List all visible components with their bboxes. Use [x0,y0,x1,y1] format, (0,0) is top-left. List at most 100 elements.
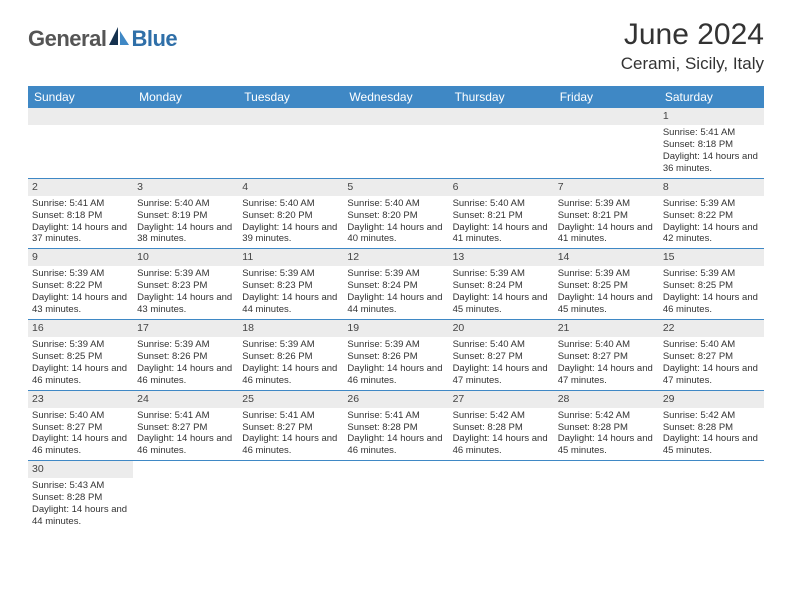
day-details: Sunrise: 5:39 AMSunset: 8:26 PMDaylight:… [343,337,448,390]
day-details: Sunrise: 5:41 AMSunset: 8:28 PMDaylight:… [343,408,448,461]
brand-logo: General Blue [28,26,177,52]
day-number: 23 [28,391,133,408]
day-number: 14 [554,249,659,266]
day-details: Sunrise: 5:39 AMSunset: 8:21 PMDaylight:… [554,196,659,249]
day-header: Thursday [449,86,554,108]
calendar-cell: 20Sunrise: 5:40 AMSunset: 8:27 PMDayligh… [449,319,554,390]
calendar-cell: 3Sunrise: 5:40 AMSunset: 8:19 PMDaylight… [133,178,238,249]
day-details: Sunrise: 5:41 AMSunset: 8:27 PMDaylight:… [238,408,343,461]
calendar-cell: 7Sunrise: 5:39 AMSunset: 8:21 PMDaylight… [554,178,659,249]
day-details: Sunrise: 5:41 AMSunset: 8:18 PMDaylight:… [659,125,764,178]
calendar-cell: 1Sunrise: 5:41 AMSunset: 8:18 PMDaylight… [659,108,764,178]
calendar-cell [449,108,554,178]
calendar-cell: 10Sunrise: 5:39 AMSunset: 8:23 PMDayligh… [133,249,238,320]
day-number: 18 [238,320,343,337]
calendar-cell: 28Sunrise: 5:42 AMSunset: 8:28 PMDayligh… [554,390,659,461]
day-number: 26 [343,391,448,408]
day-number: 10 [133,249,238,266]
calendar-head: SundayMondayTuesdayWednesdayThursdayFrid… [28,86,764,108]
calendar-cell [449,461,554,531]
day-header: Sunday [28,86,133,108]
day-number: 25 [238,391,343,408]
day-details: Sunrise: 5:42 AMSunset: 8:28 PMDaylight:… [554,408,659,461]
calendar-cell: 29Sunrise: 5:42 AMSunset: 8:28 PMDayligh… [659,390,764,461]
day-number: 9 [28,249,133,266]
brand-part1: General [28,26,106,52]
day-number: 24 [133,391,238,408]
day-number: 21 [554,320,659,337]
calendar-cell [238,108,343,178]
day-number: 17 [133,320,238,337]
day-number: 6 [449,179,554,196]
day-details: Sunrise: 5:39 AMSunset: 8:25 PMDaylight:… [659,266,764,319]
calendar-cell: 15Sunrise: 5:39 AMSunset: 8:25 PMDayligh… [659,249,764,320]
day-details: Sunrise: 5:40 AMSunset: 8:27 PMDaylight:… [659,337,764,390]
day-number [133,108,238,125]
calendar-row: 1Sunrise: 5:41 AMSunset: 8:18 PMDaylight… [28,108,764,178]
day-number: 1 [659,108,764,125]
day-number: 11 [238,249,343,266]
day-details: Sunrise: 5:39 AMSunset: 8:24 PMDaylight:… [449,266,554,319]
calendar-cell: 9Sunrise: 5:39 AMSunset: 8:22 PMDaylight… [28,249,133,320]
calendar-cell [659,461,764,531]
calendar-cell [554,461,659,531]
title-block: June 2024 Cerami, Sicily, Italy [621,18,764,74]
day-details: Sunrise: 5:41 AMSunset: 8:27 PMDaylight:… [133,408,238,461]
day-number: 13 [449,249,554,266]
day-details: Sunrise: 5:39 AMSunset: 8:25 PMDaylight:… [554,266,659,319]
day-number: 16 [28,320,133,337]
calendar-cell: 18Sunrise: 5:39 AMSunset: 8:26 PMDayligh… [238,319,343,390]
day-number: 7 [554,179,659,196]
brand-part2: Blue [131,26,177,52]
day-details: Sunrise: 5:39 AMSunset: 8:22 PMDaylight:… [28,266,133,319]
calendar-row: 23Sunrise: 5:40 AMSunset: 8:27 PMDayligh… [28,390,764,461]
calendar-body: 1Sunrise: 5:41 AMSunset: 8:18 PMDaylight… [28,108,764,531]
calendar-cell [343,461,448,531]
day-number: 3 [133,179,238,196]
calendar-cell: 12Sunrise: 5:39 AMSunset: 8:24 PMDayligh… [343,249,448,320]
calendar-cell [343,108,448,178]
day-details: Sunrise: 5:39 AMSunset: 8:26 PMDaylight:… [133,337,238,390]
day-details: Sunrise: 5:40 AMSunset: 8:19 PMDaylight:… [133,196,238,249]
calendar-cell [554,108,659,178]
calendar-cell: 23Sunrise: 5:40 AMSunset: 8:27 PMDayligh… [28,390,133,461]
day-header: Wednesday [343,86,448,108]
day-number: 27 [449,391,554,408]
day-header: Monday [133,86,238,108]
day-number: 29 [659,391,764,408]
day-details: Sunrise: 5:39 AMSunset: 8:23 PMDaylight:… [238,266,343,319]
calendar-table: SundayMondayTuesdayWednesdayThursdayFrid… [28,86,764,531]
day-header: Friday [554,86,659,108]
calendar-row: 9Sunrise: 5:39 AMSunset: 8:22 PMDaylight… [28,249,764,320]
day-details: Sunrise: 5:40 AMSunset: 8:27 PMDaylight:… [554,337,659,390]
day-number: 20 [449,320,554,337]
day-number: 22 [659,320,764,337]
day-details: Sunrise: 5:43 AMSunset: 8:28 PMDaylight:… [28,478,133,531]
calendar-cell: 21Sunrise: 5:40 AMSunset: 8:27 PMDayligh… [554,319,659,390]
day-number: 8 [659,179,764,196]
calendar-cell: 13Sunrise: 5:39 AMSunset: 8:24 PMDayligh… [449,249,554,320]
day-details: Sunrise: 5:39 AMSunset: 8:22 PMDaylight:… [659,196,764,249]
day-number [449,108,554,125]
day-details: Sunrise: 5:39 AMSunset: 8:23 PMDaylight:… [133,266,238,319]
header: General Blue June 2024 Cerami, Sicily, I… [0,0,792,80]
calendar-cell [238,461,343,531]
calendar-cell: 11Sunrise: 5:39 AMSunset: 8:23 PMDayligh… [238,249,343,320]
day-details: Sunrise: 5:40 AMSunset: 8:20 PMDaylight:… [238,196,343,249]
calendar-cell: 24Sunrise: 5:41 AMSunset: 8:27 PMDayligh… [133,390,238,461]
day-number: 12 [343,249,448,266]
calendar-cell [133,461,238,531]
calendar-row: 16Sunrise: 5:39 AMSunset: 8:25 PMDayligh… [28,319,764,390]
calendar-cell: 22Sunrise: 5:40 AMSunset: 8:27 PMDayligh… [659,319,764,390]
day-details: Sunrise: 5:39 AMSunset: 8:26 PMDaylight:… [238,337,343,390]
day-number: 4 [238,179,343,196]
sail-icon [109,27,129,45]
calendar-cell: 26Sunrise: 5:41 AMSunset: 8:28 PMDayligh… [343,390,448,461]
day-number: 5 [343,179,448,196]
day-number: 2 [28,179,133,196]
month-title: June 2024 [621,18,764,52]
day-details: Sunrise: 5:40 AMSunset: 8:21 PMDaylight:… [449,196,554,249]
calendar-cell: 17Sunrise: 5:39 AMSunset: 8:26 PMDayligh… [133,319,238,390]
calendar-cell: 8Sunrise: 5:39 AMSunset: 8:22 PMDaylight… [659,178,764,249]
day-number: 19 [343,320,448,337]
